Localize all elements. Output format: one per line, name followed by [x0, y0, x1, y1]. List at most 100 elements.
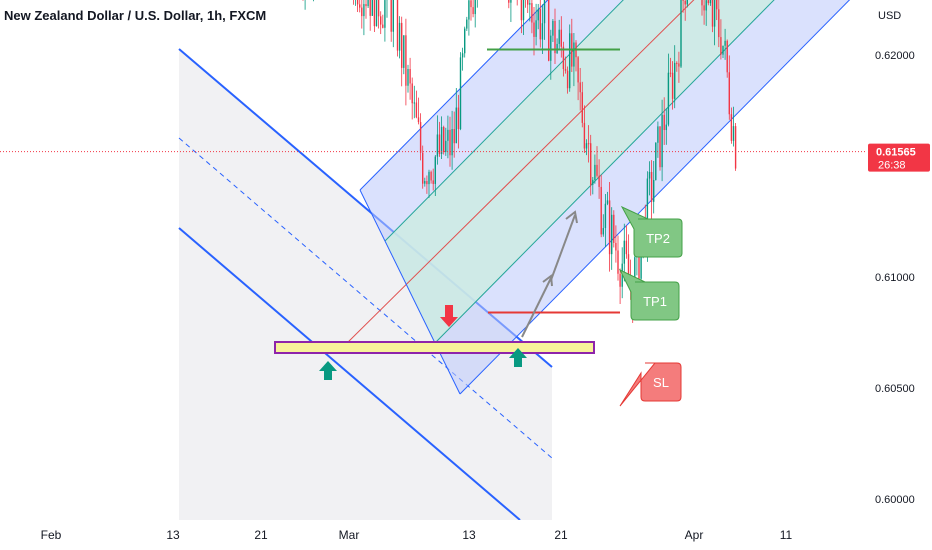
candle-body	[566, 70, 569, 89]
y-tick-label: 0.60000	[875, 494, 915, 506]
candle-body	[713, 0, 716, 27]
candle-body	[449, 129, 451, 156]
candle-body	[457, 107, 460, 130]
candle-body	[564, 69, 567, 71]
candle-body	[447, 129, 449, 141]
pitchfork-median	[339, 0, 695, 351]
candle-body	[369, 0, 371, 16]
candle-body	[585, 143, 588, 149]
x-tick-label: Feb	[41, 528, 62, 542]
candle-body	[734, 126, 737, 169]
candle-body	[409, 68, 411, 84]
candle-body	[361, 7, 363, 17]
candle-body	[711, 0, 714, 27]
candle-body	[529, 3, 531, 5]
candle-body	[436, 134, 439, 157]
candle-body	[655, 142, 657, 180]
candle-body	[659, 126, 661, 168]
candle-body	[640, 240, 642, 279]
x-tick-label: 21	[254, 528, 268, 542]
candle-body	[396, 0, 399, 51]
candle-body	[474, 0, 476, 15]
candle-body	[533, 22, 535, 37]
candle-body	[562, 46, 565, 70]
candle-body	[401, 22, 403, 68]
y-tick-label: 0.60500	[875, 383, 915, 395]
candle-body	[380, 16, 382, 25]
candle-body	[373, 0, 376, 27]
projection-arrowhead-icon	[542, 274, 553, 287]
candle-body	[707, 0, 709, 4]
x-axis-panel	[0, 521, 932, 550]
candle-body	[371, 0, 373, 16]
candle-body	[440, 127, 443, 155]
candle-body	[703, 5, 705, 11]
candle-body	[403, 35, 405, 68]
candle-body	[674, 62, 676, 99]
candle-body	[424, 181, 426, 184]
candle-body	[428, 171, 430, 185]
candle-body	[382, 24, 384, 28]
candle-body	[543, 0, 546, 24]
candle-body	[535, 20, 537, 37]
candle-body	[413, 102, 415, 104]
pitchfork-lower-band	[434, 0, 775, 344]
candle-body	[455, 107, 457, 144]
candle-body	[472, 7, 474, 15]
x-tick-label: 11	[780, 528, 793, 542]
x-tick-label: 13	[462, 528, 476, 542]
candle-body	[669, 72, 672, 74]
candle-body	[619, 273, 621, 287]
candle-body	[468, 0, 470, 20]
y-tick-label: 0.62000	[875, 50, 915, 62]
buy-arrow-icon	[509, 348, 527, 367]
sl-callout: SL	[619, 362, 682, 407]
candles	[302, 0, 737, 323]
candle-body	[422, 152, 424, 184]
candle-body	[363, 4, 365, 17]
channel-lower-line	[178, 227, 521, 520]
candle-body	[718, 9, 720, 38]
candle-body	[548, 0, 550, 61]
y-axis-currency: USD	[878, 10, 901, 22]
candle-body	[461, 53, 464, 58]
candle-body	[573, 42, 575, 67]
candle-body	[415, 102, 418, 118]
tp1-callout-label: TP1	[643, 294, 667, 309]
candle-body	[541, 23, 544, 40]
candle-body	[417, 117, 420, 123]
candle-body	[577, 57, 579, 83]
candle-body	[594, 164, 596, 180]
candle-body	[552, 20, 554, 36]
candle-body	[608, 200, 611, 255]
pitchfork	[339, 0, 851, 395]
candle-body	[606, 200, 609, 204]
sl-callout-bubble	[619, 362, 682, 407]
projection-arrowhead-icon	[565, 210, 578, 224]
x-tick-label: Mar	[339, 528, 360, 542]
candle-body	[730, 114, 733, 141]
candle-body	[678, 63, 680, 67]
candle-body	[732, 126, 735, 141]
candle-body	[510, 0, 512, 3]
candle-body	[539, 9, 541, 40]
candle-body	[665, 124, 667, 131]
candle-body	[365, 4, 367, 7]
tp2-callout-label: TP2	[646, 231, 670, 246]
y-tick-label: 0.61000	[875, 272, 915, 284]
x-tick-label: Apr	[685, 528, 704, 542]
candle-body	[667, 72, 670, 125]
support-zone	[274, 341, 595, 354]
candle-body	[550, 35, 552, 61]
candle-body	[466, 19, 468, 29]
channel-mid-line	[178, 137, 553, 459]
candle-body	[390, 0, 392, 32]
price-badge-value: 0.61565	[876, 147, 916, 159]
candle-body	[686, 0, 688, 5]
candle-body	[464, 28, 466, 54]
channel-background	[179, 49, 552, 520]
candle-body	[367, 0, 369, 7]
pitchfork-lower-tine	[459, 0, 851, 395]
candle-body	[653, 179, 655, 202]
